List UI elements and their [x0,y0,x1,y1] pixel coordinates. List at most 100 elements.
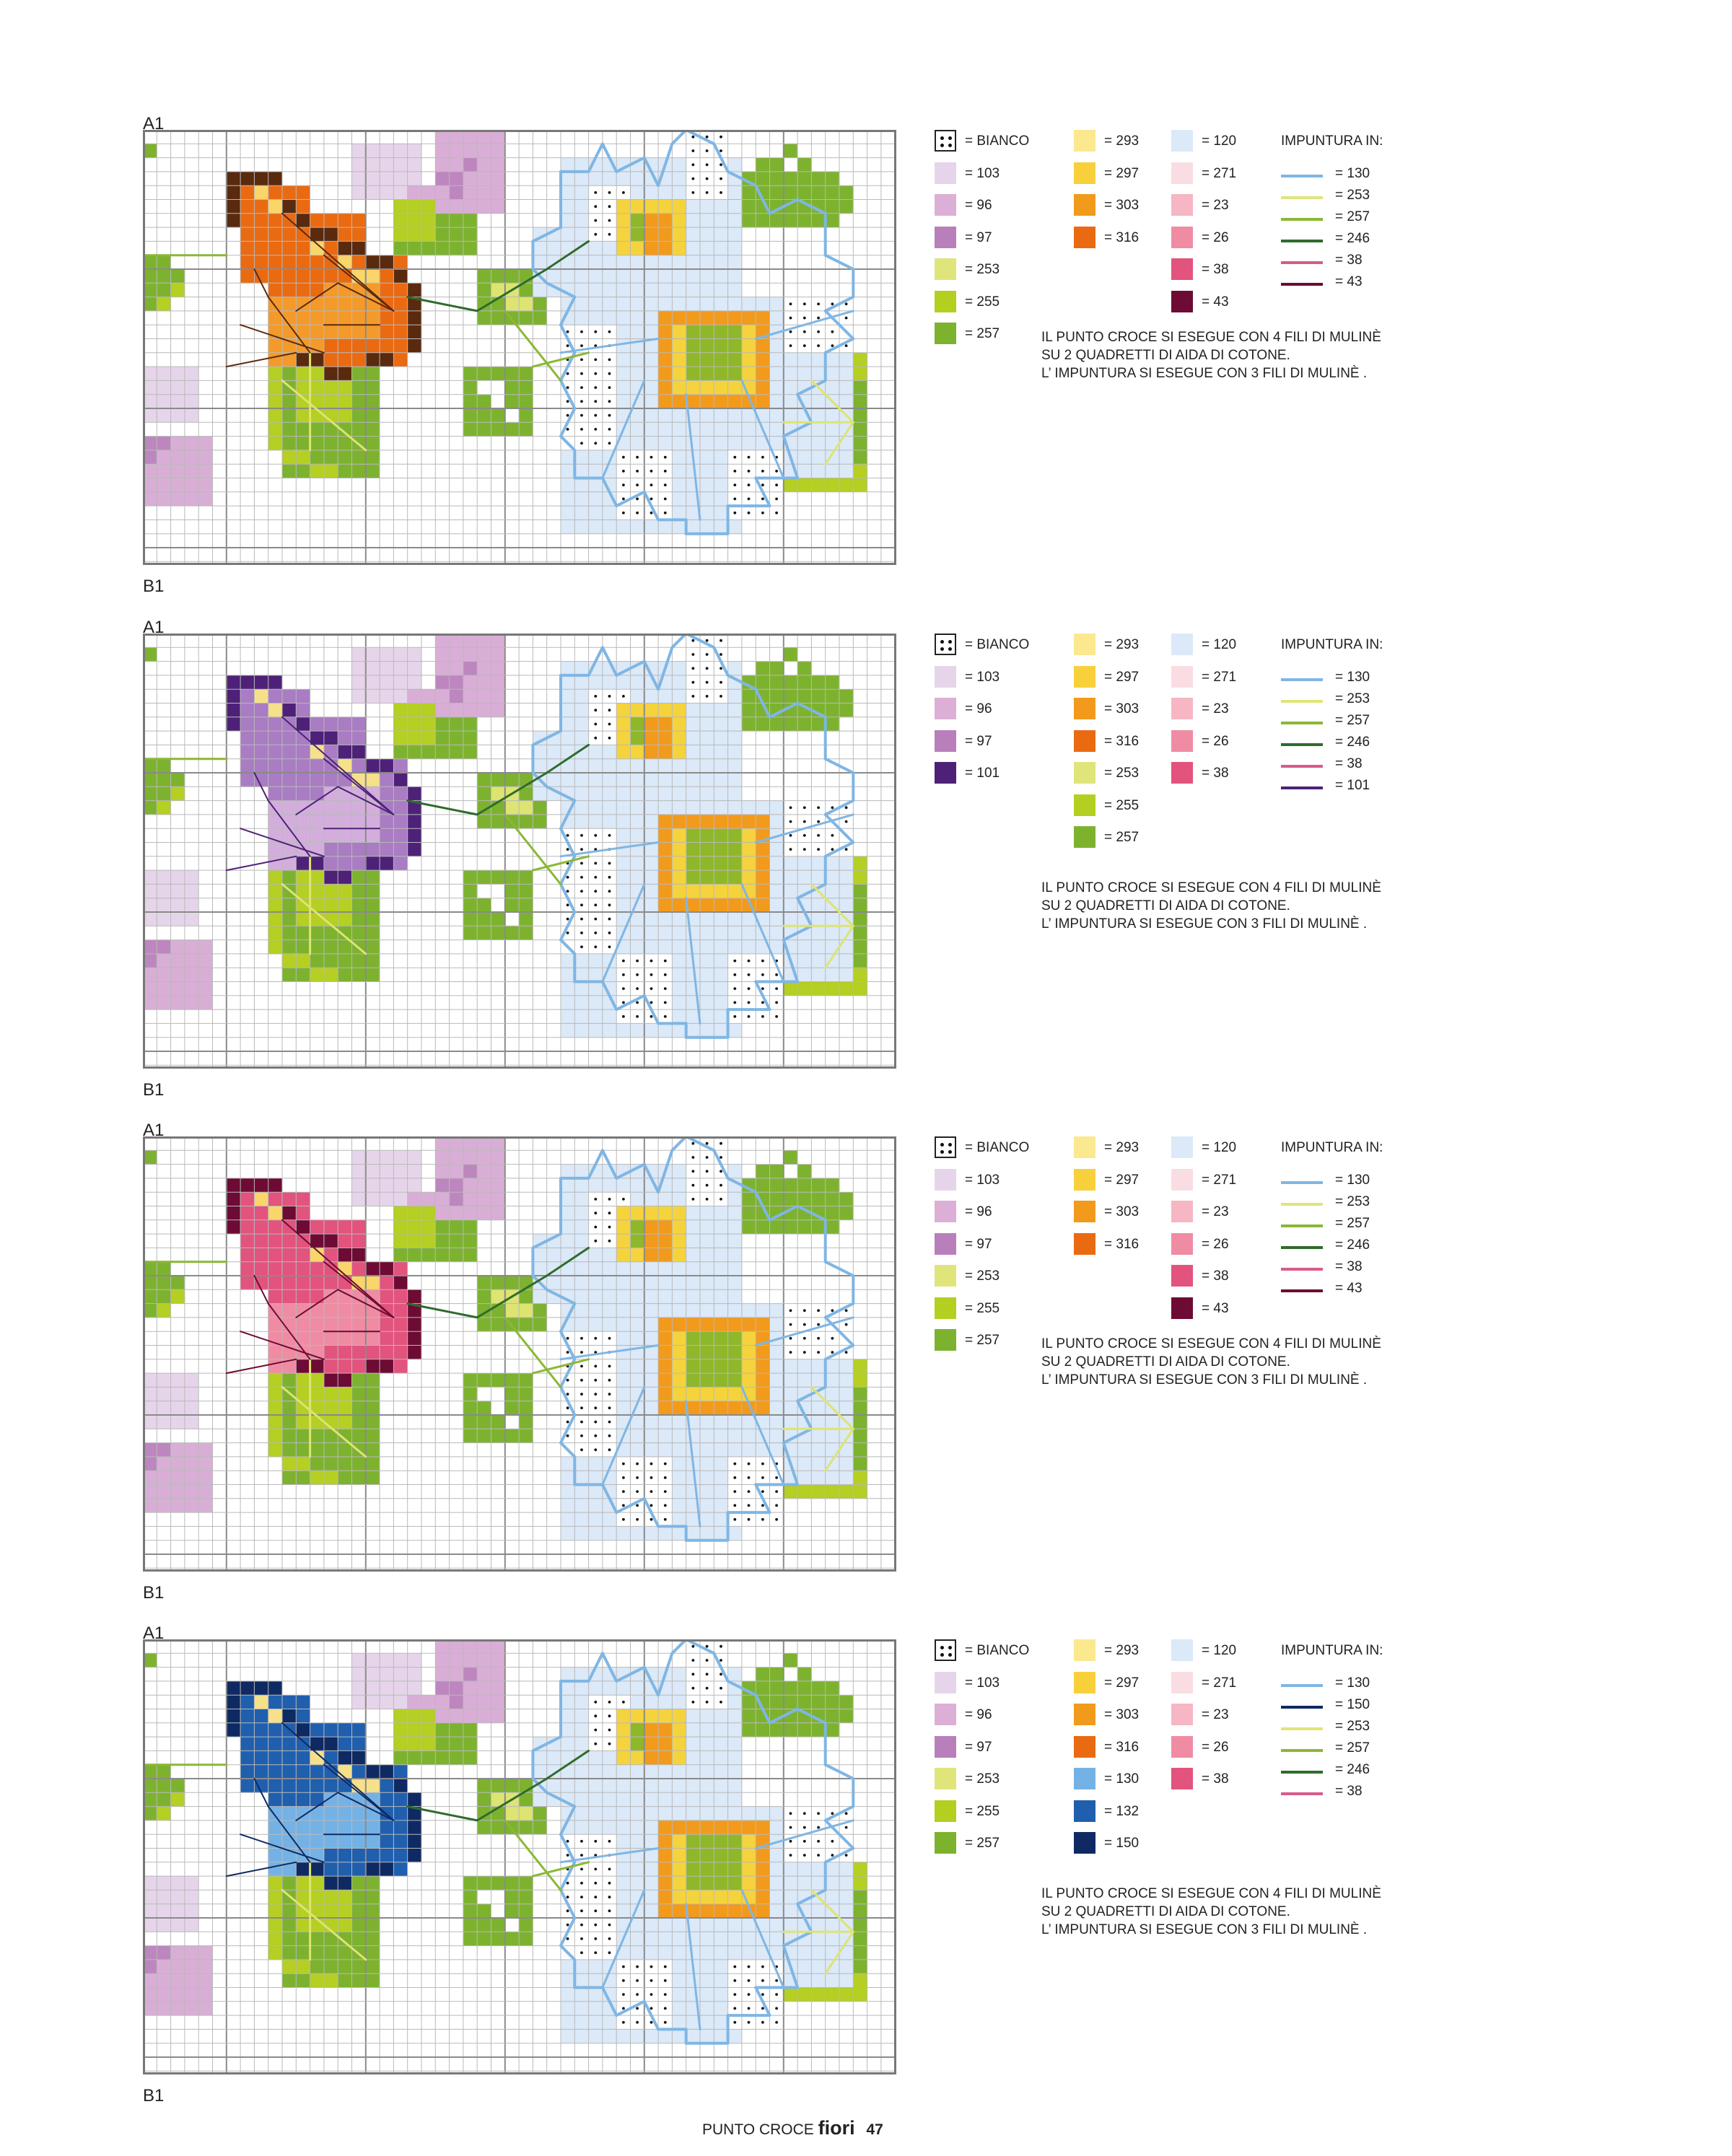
instruction-line: SU 2 QUADRETTI DI AIDA DI COTONE. [1041,898,1290,913]
daisy-petal-stitch [700,703,714,718]
daisy-petal-stitch [672,1484,686,1499]
daisy-center-stitch [700,367,714,381]
daisy-petal-stitch [714,1484,728,1499]
daisy-petal-stitch [727,408,743,423]
lilac-stitch [477,634,491,648]
daisy-petal-stitch [658,1289,673,1304]
leaf-stitch [365,1415,380,1429]
daisy-petal-stitch [700,1261,714,1276]
daisy-petal-stitch [630,786,645,801]
leaf-stitch [853,1484,867,1499]
butterfly-stitch [310,255,325,270]
bud-stitch [504,800,520,815]
daisy-center-stitch [756,380,770,395]
daisy-petal-stitch [769,338,784,354]
leaf-stitch [296,1387,310,1401]
leaf-stitch [825,1192,840,1206]
butterfly-antenna [240,324,325,354]
butterfly-stitch [323,800,338,815]
legend-label: = 297 [1104,165,1140,181]
lilac-stitch [157,1456,171,1471]
bianco-dot [831,344,834,347]
leaf-stitch [310,1373,325,1388]
daisy-petal-stitch [630,297,645,312]
daisy-petal-stitch [727,520,743,534]
lilac-stitch [157,898,171,913]
butterfly-stitch [296,185,310,200]
bud-stitch [504,912,520,926]
lilac-stitch [491,1192,506,1206]
butterfly-outline-stitch [407,283,422,297]
butterfly-stitch [296,773,310,787]
butterfly-outline-stitch [240,171,255,186]
bianco-dot [747,497,751,501]
bud-stitch [491,394,506,409]
daisy-petal-stitch [811,1471,826,1485]
lilac-stitch [463,661,478,676]
leaf-stitch [338,394,352,409]
daisy-petal-stitch [574,675,589,690]
leaf-stitch [268,912,283,926]
daisy-petal-stitch [714,1023,728,1038]
daisy-center-stitch [658,884,673,898]
bianco-dot [608,205,611,209]
bud-stitch [491,422,506,437]
daisy-center-stitch [727,870,743,885]
legend-label: = 293 [1104,637,1140,652]
leaf-stitch [756,661,770,676]
daisy-petal-stitch [769,1345,784,1360]
daisy-petal-stitch [700,731,714,745]
butterfly-stitch [323,338,338,354]
daisy-petal-stitch [574,199,589,214]
butterfly-outline-stitch [365,758,380,774]
leaf-stitch [783,1484,798,1499]
bianco-dot [720,177,722,180]
daisy-petal-stitch [700,269,714,284]
leaf-stitch [756,199,770,214]
bianco-dot [566,1393,569,1395]
bud-stitch [491,1387,506,1401]
daisy-petal-stitch [769,870,784,885]
daisy-petal-stitch [602,1303,617,1318]
bud-stitch [519,926,533,940]
legend-label: = 23 [1202,701,1229,717]
bianco-dot [720,191,722,194]
daisy-petal-stitch [561,1164,575,1179]
leaf-stitch [282,422,297,437]
label-b1: B1 [143,577,165,596]
butterfly-stitch [282,689,297,704]
bud-stitch [519,310,533,325]
daisy-petal-stitch [769,408,784,423]
daisy-petal-stitch [561,269,575,284]
bianco-dot [844,302,848,306]
leaf-stitch [365,1471,380,1485]
bianco-dot [663,455,667,459]
daisy-petal-stitch [825,436,840,451]
daisy-petal-stitch [727,213,743,228]
leaf-stitch [839,185,854,200]
leaf-stitch [282,898,297,913]
butterfly-outline-stitch [407,338,422,354]
daisy-petal-stitch [783,1415,798,1429]
leaf-stitch [756,185,770,200]
daisy-petal-stitch [686,255,701,270]
daisy-petal-stitch [672,255,686,270]
leaf-stitch [435,1234,450,1248]
lilac-stitch [198,1456,213,1471]
daisy-petal-stitch [588,310,603,325]
butterfly-stitch [380,283,394,297]
butterfly-stitch [365,310,380,325]
daisy-petal-stitch [644,367,659,381]
daisy-petal-stitch [686,1023,701,1038]
bud-stitch [477,1387,491,1401]
butterfly-stitch [351,352,367,367]
bud-stitch [463,408,478,423]
leaf-stitch [282,450,297,465]
bianco-dot [594,442,598,445]
daisy-center-stitch [658,310,673,325]
daisy-petal-stitch [658,520,673,534]
leaf-stitch [853,1442,867,1458]
stem-line [504,813,562,885]
daisy-center-stitch [741,856,756,871]
leaf-stitch [157,283,171,297]
